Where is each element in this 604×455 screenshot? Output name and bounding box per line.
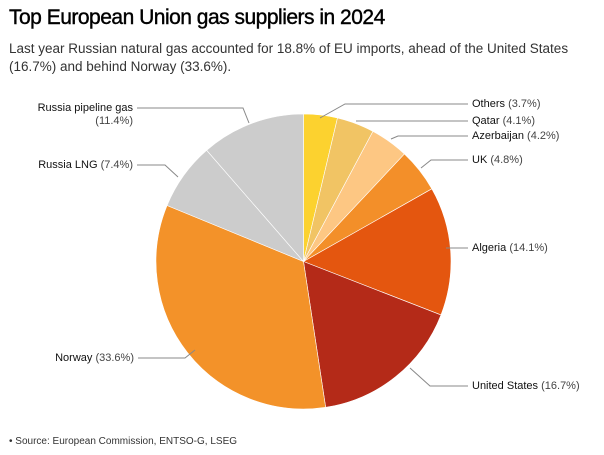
- slice-label-qatar: Qatar (4.1%): [472, 115, 535, 127]
- slice-name: Russia pipeline gas: [38, 102, 134, 114]
- leader-line-azerbaijan: [390, 135, 468, 140]
- slice-name: UK: [472, 154, 488, 166]
- slice-label-uk: UK (4.8%): [472, 154, 523, 166]
- chart-subtitle: Last year Russian natural gas accounted …: [9, 41, 569, 74]
- slice-value: (33.6%): [95, 352, 134, 364]
- pie-slice-russia-pipeline-gas: [206, 113, 304, 263]
- slice-value: (7.4%): [101, 159, 133, 171]
- slice-label-russia-pipeline-gas: Russia pipeline gas (11.4%): [38, 102, 134, 127]
- pie-slice-algeria: [302, 188, 452, 316]
- source-note: • Source: European Commission, ENTSO-G, …: [9, 436, 238, 447]
- slice-name: United States: [472, 380, 539, 392]
- slice-value: (4.8%): [490, 154, 522, 166]
- leader-line-uk: [420, 159, 468, 169]
- slice-name: Others: [472, 98, 506, 110]
- slice-label-norway: Norway (33.6%): [55, 352, 134, 364]
- slice-value: (16.7%): [541, 380, 580, 392]
- leader-line-others: [319, 103, 468, 119]
- slice-name: Norway: [55, 352, 93, 364]
- slice-name: Russia LNG: [38, 159, 97, 171]
- slice-value: (4.2%): [527, 130, 559, 142]
- slice-name: Qatar: [472, 115, 500, 127]
- pie-slice-norway: [155, 205, 326, 410]
- slice-name: Algeria: [472, 242, 507, 254]
- slice-label-others: Others (3.7%): [472, 98, 540, 110]
- slice-name: Azerbaijan: [472, 130, 524, 142]
- slice-label-united-states: United States (16.7%): [472, 380, 580, 392]
- slice-label-algeria: Algeria (14.1%): [472, 242, 548, 254]
- leader-line-norway: [138, 349, 196, 359]
- slice-value: (4.1%): [503, 115, 535, 127]
- slice-value: (14.1%): [509, 242, 548, 254]
- pie-slice-united-states: [303, 261, 442, 408]
- chart-title: Top European Union gas suppliers in 2024: [9, 6, 386, 29]
- leader-line-russia-pipeline-gas: [137, 107, 250, 124]
- slice-label-azerbaijan: Azerbaijan (4.2%): [472, 130, 559, 142]
- leader-line-united-states: [409, 367, 468, 387]
- slice-value: (3.7%): [508, 98, 540, 110]
- slice-value: (11.4%): [95, 115, 133, 127]
- leader-line-russia-lng: [137, 164, 179, 178]
- slice-label-russia-lng: Russia LNG (7.4%): [38, 159, 133, 171]
